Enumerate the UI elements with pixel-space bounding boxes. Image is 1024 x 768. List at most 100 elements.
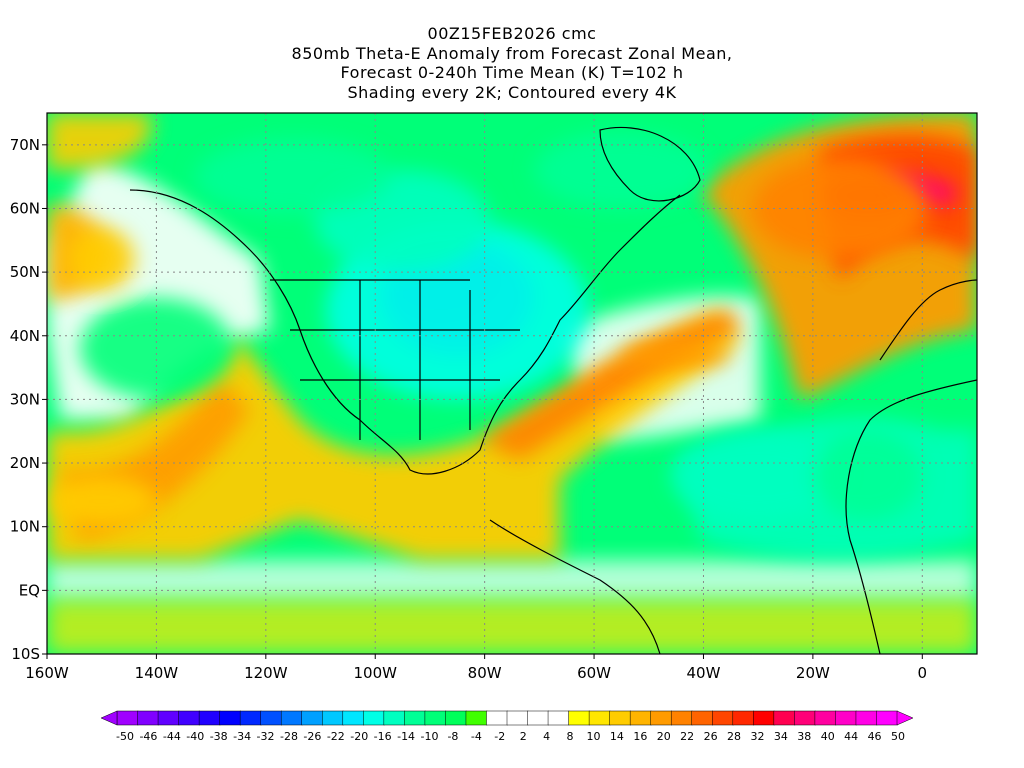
lon-tick-label: 40W: [687, 664, 721, 682]
colorbar-swatch: [527, 710, 549, 726]
lon-tick-label: 0: [918, 664, 928, 682]
colorbar-label: 32: [750, 730, 764, 743]
lon-tick-label: 20W: [796, 664, 830, 682]
colorbar-swatch: [260, 710, 282, 726]
colorbar-label: -22: [327, 730, 345, 743]
colorbar-swatch: [198, 710, 221, 726]
lat-tick-label: 70N: [10, 136, 40, 154]
colorbar-label: 34: [774, 730, 788, 743]
colorbar-swatch: [363, 710, 385, 726]
anomaly-center-6: [670, 431, 846, 521]
lon-tick-label: 100W: [354, 664, 398, 682]
lat-tick-label: 30N: [10, 390, 40, 408]
colorbar-label: 16: [633, 730, 647, 743]
lat-tick-label: 10N: [10, 518, 40, 536]
colorbar-swatch: [670, 710, 693, 726]
colorbar-swatch: [445, 710, 467, 726]
southern-yellow: [47, 600, 977, 654]
colorbar-swatch: [609, 710, 631, 726]
colorbar-swatch: [219, 710, 241, 726]
anomaly-center-11: [621, 342, 731, 368]
colorbar-label: 20: [657, 730, 671, 743]
colorbar-label: -8: [447, 730, 458, 743]
title-line-variable: 850mb Theta-E Anomaly from Forecast Zona…: [291, 43, 733, 63]
colorbar-label: -44: [163, 730, 181, 743]
title-line-shading: Shading every 2K; Contoured every 4K: [347, 82, 677, 102]
colorbar-swatch: [629, 710, 652, 726]
anomaly-center-12: [47, 475, 157, 527]
anomaly-center-8: [533, 132, 709, 209]
colorbar-swatch: [404, 710, 426, 726]
colorbar-label: -34: [233, 730, 251, 743]
colorbar-swatch: [773, 710, 796, 726]
colorbar-swatch: [178, 710, 200, 726]
colorbar-label: 38: [797, 730, 811, 743]
colorbar-label: -46: [139, 730, 157, 743]
latitude-axis: 70N 60N 50N 40N 30N 20N 10N EQ 10S: [10, 136, 47, 663]
lon-tick-label: 80W: [468, 664, 502, 682]
lat-tick-label: 40N: [10, 327, 40, 345]
colorbar-swatch: [465, 710, 488, 726]
colorbar-label: 4: [543, 730, 550, 743]
colorbar-label: -32: [257, 730, 275, 743]
lon-tick-label: 120W: [244, 664, 288, 682]
colorbar-label: 14: [610, 730, 624, 743]
plot-frame: [46, 112, 978, 655]
title-block: 00Z15FEB2026 cmc 850mb Theta-E Anomaly f…: [0, 24, 1024, 102]
colorbar-label: 40: [821, 730, 835, 743]
lon-tick-label: 160W: [25, 664, 69, 682]
colorbar-label: -26: [303, 730, 321, 743]
colorbar-label: 44: [844, 730, 858, 743]
colorbar-label: -16: [374, 730, 392, 743]
colorbar-swatch: [239, 710, 262, 726]
colorbar-swatch: [383, 710, 406, 726]
colorbar-swatch: [794, 710, 816, 726]
colorbar-swatch: [280, 710, 303, 726]
colorbar-swatch: [424, 710, 447, 726]
coastline-north-america: [129, 189, 681, 475]
colorbar-min-arrow: [100, 710, 118, 726]
colorbar-swatch: [835, 710, 857, 726]
colorbar-label: 28: [727, 730, 741, 743]
colorbar-swatch: [691, 710, 714, 726]
colorbar-swatch: [855, 710, 878, 726]
colorbar-swatch: [753, 710, 775, 726]
colorbar-swatch: [568, 710, 590, 726]
nw-corner-warm: [47, 113, 152, 170]
lat-tick-label: 60N: [10, 199, 40, 217]
colorbar-label: -10: [421, 730, 439, 743]
colorbar-label: 2: [520, 730, 527, 743]
colorbar-label: -50: [116, 730, 134, 743]
coastline-greenland: [599, 126, 701, 202]
colorbar-label: 46: [868, 730, 882, 743]
colorbar-label: -28: [280, 730, 298, 743]
anomaly-center-4: [194, 138, 392, 215]
colorbar-label: 26: [704, 730, 718, 743]
plot-area: [47, 113, 977, 654]
colorbar-swatch: [157, 710, 180, 726]
lon-tick-label: 60W: [577, 664, 611, 682]
coastline-south-america: [489, 519, 661, 654]
colorbar-label: -20: [350, 730, 368, 743]
colorbar-swatch: [301, 710, 324, 726]
colorbar-swatch: [322, 710, 344, 726]
colorbar-label: 10: [586, 730, 600, 743]
colorbar-label: -38: [210, 730, 228, 743]
colorbar-label: 8: [567, 730, 574, 743]
colorbar: -50 -46 -44 -40 -38 -34 -32 -28 -26 -22 -20 -16 -14-…: [100, 710, 914, 743]
colorbar-max-arrow: [896, 710, 914, 726]
colorbar-label: -40: [186, 730, 204, 743]
lat-tick-label: 50N: [10, 263, 40, 281]
colorbar-swatch: [116, 710, 139, 726]
lon-tick-label: 140W: [135, 664, 179, 682]
colorbar-swatch: [712, 710, 734, 726]
anomaly-center-7: [812, 431, 923, 521]
colorbar-swatch: [650, 710, 672, 726]
colorbar-label: -14: [397, 730, 415, 743]
lat-tick-label: 10S: [11, 645, 40, 663]
colorbar-swatch: [588, 710, 611, 726]
lat-tick-label: 20N: [10, 454, 40, 472]
colorbar-swatch: [814, 710, 837, 726]
colorbar-label: 22: [680, 730, 694, 743]
